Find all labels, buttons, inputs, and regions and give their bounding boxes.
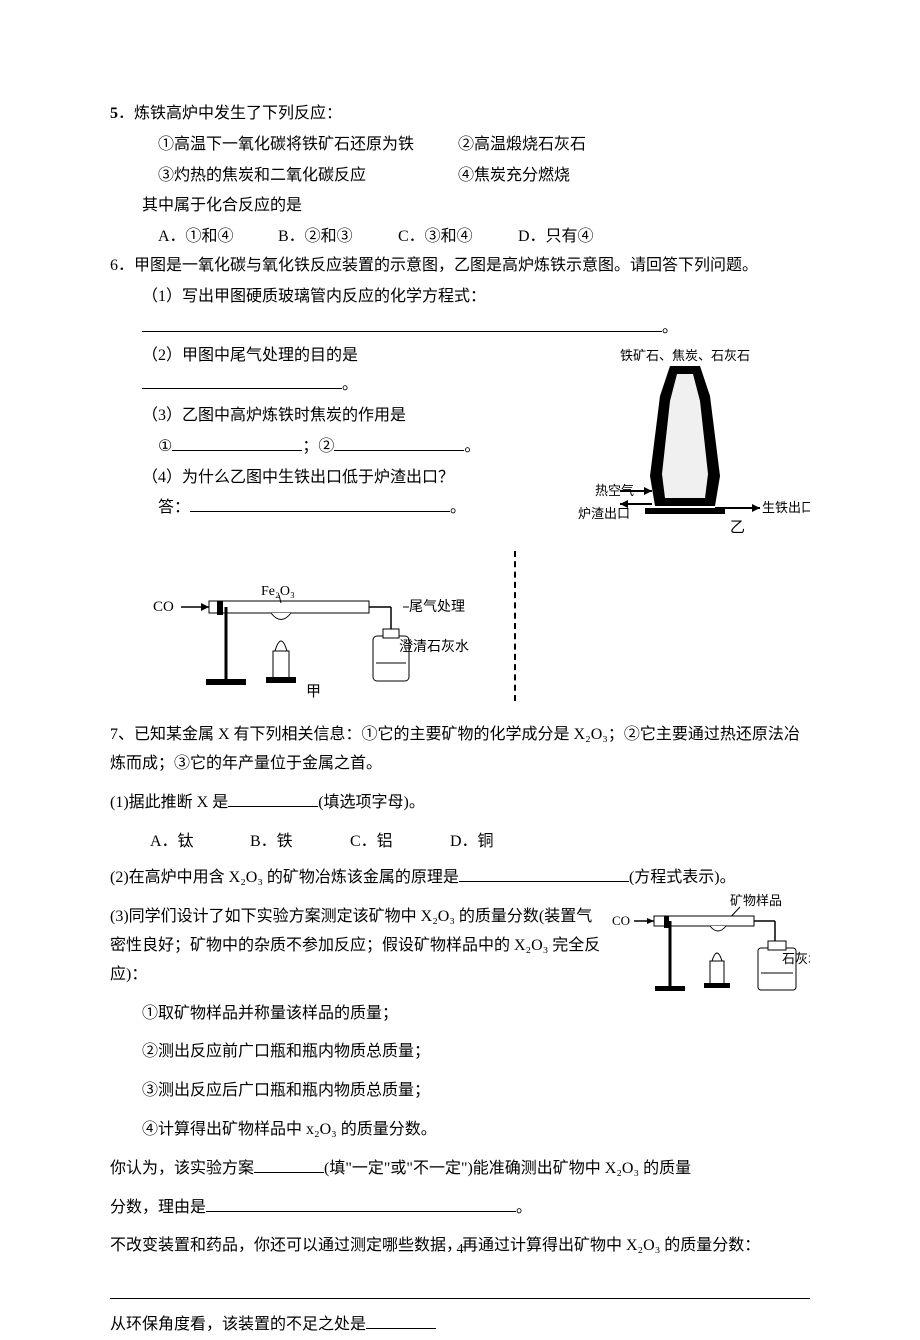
q6-stem: 6．甲图是一氧化碳与氧化铁反应装置的示意图，乙图是高炉炼铁示意图。请回答下列问题… [110, 252, 810, 281]
q5-optC: C．③和④ [398, 223, 518, 252]
blank [254, 1157, 324, 1173]
q5-row1: ①高温下一氧化碳将铁矿石还原为铁 ②高温煅烧石灰石 [110, 131, 810, 160]
q5-stem-line: 5．炼铁高炉中发生了下列反应： [110, 100, 810, 129]
q5-options: A．①和④ B．②和③ C．③和④ D．只有④ [110, 223, 810, 252]
page-number: 4 [457, 1237, 464, 1262]
q7fig-sample: 矿物样品 [730, 893, 782, 908]
figa-tail: 尾气处理 [409, 599, 465, 615]
q7-optD: D．铜 [450, 828, 550, 857]
q7-judge1: 你认为，该实验方案 (填"一定"或"不一定")能准确测出矿物中 X₂O₃ 的质量 [110, 1155, 810, 1184]
blank [190, 496, 450, 512]
q7-judge-a: 你认为，该实验方案 [110, 1160, 254, 1177]
blank [459, 866, 629, 882]
q7fig-lime: 石灰水 [782, 951, 810, 966]
q7-s2: (2)在高炉中用含 X₂O₃ 的矿物冶炼该金属的原理是 (方程式表示)。 [110, 864, 810, 893]
q7-judge2: 分数，理由是 。 [110, 1194, 810, 1223]
blank [366, 1313, 436, 1329]
q5-optB: B．②和③ [278, 223, 398, 252]
blank [228, 791, 318, 807]
q7-judge-c: 分数，理由是 [110, 1199, 206, 1216]
blank [334, 435, 464, 451]
figa-fe2o3: Fe₂O₃ [261, 584, 295, 599]
q7-step4: ④计算得出矿物样品中 x₂O₃ 的质量分数。 [110, 1116, 810, 1145]
q6-s1-blank-row: 。 [110, 314, 810, 343]
figa-co: CO [153, 599, 174, 615]
q6-s3c: ；② [302, 438, 334, 455]
blank [206, 1196, 516, 1212]
figa-caption: 甲 [306, 684, 321, 700]
blank [142, 373, 342, 389]
q7-options: A．钛 B．铁 C．铝 D．铜 [110, 828, 810, 857]
blank [172, 435, 302, 451]
q5-tail: 其中属于化合反应的是 [110, 192, 810, 221]
q7-optA: A．钛 [150, 828, 250, 857]
figa-lime: 澄清石灰水 [399, 639, 469, 655]
q6-s1: （1）写出甲图硬质玻璃管内反应的化学方程式： [110, 283, 810, 312]
q6-s4b: 答： [158, 499, 190, 516]
q5-item1: ①高温下一氧化碳将铁矿石还原为铁 [158, 131, 458, 160]
q5-item2: ②高温煅烧石灰石 [458, 131, 586, 160]
q5-optD: D．只有④ [518, 223, 678, 252]
q7fig-co: CO [612, 913, 630, 928]
q6-s2-end: 。 [342, 376, 358, 393]
question-6: 6．甲图是一氧化碳与氧化铁反应装置的示意图，乙图是高炉炼铁示意图。请回答下列问题… [110, 252, 810, 701]
q5-item3: ③灼热的焦炭和二氧化碳反应 [158, 162, 458, 191]
q7-s2b: (方程式表示)。 [629, 869, 736, 886]
q5-stem: ．炼铁高炉中发生了下列反应： [118, 105, 342, 122]
blank [142, 316, 662, 332]
q6-figure-b: 铁矿石、焦炭、石灰石 热空气 炉渣出口 生铁出口 乙 [560, 346, 810, 547]
q7-judge-b: (填"一定"或"不一定")能准确测出矿物中 X₂O₃ 的质量 [324, 1160, 691, 1177]
q7-judge-end: 。 [516, 1199, 532, 1216]
q7-stem-text: 、已知某金属 X 有下列相关信息：①它的主要矿物的化学成分是 X₂O₃；②它主要… [110, 726, 800, 772]
figure-divider [514, 551, 516, 701]
q7-optB: B．铁 [250, 828, 350, 857]
q6-s2-text: （2）甲图中尾气处理的目的是 [142, 347, 358, 364]
q5-number: 5 [110, 105, 118, 122]
q6-s3d: 。 [464, 438, 480, 455]
q6-number: 6 [110, 257, 118, 274]
q6-figure-a: CO Fe₂O₃ [151, 551, 471, 701]
figb-iron: 生铁出口 [762, 500, 810, 515]
figb-slag: 炉渣出口 [578, 506, 630, 521]
q7-alt-blank [110, 1277, 810, 1299]
q7-step2: ②测出反应前广口瓶和瓶内物质总质量； [110, 1038, 810, 1067]
q7-optC: C．铝 [350, 828, 450, 857]
figb-top-label: 铁矿石、焦炭、石灰石 [620, 348, 750, 363]
q7-number: 7 [110, 726, 118, 743]
q7-stem: 7、已知某金属 X 有下列相关信息：①它的主要矿物的化学成分是 X₂O₃；②它主… [110, 721, 810, 779]
q6-stem-text: ．甲图是一氧化碳与氧化铁反应装置的示意图，乙图是高炉炼铁示意图。请回答下列问题。 [118, 257, 758, 274]
q7-step3: ③测出反应后广口瓶和瓶内物质总质量； [110, 1077, 810, 1106]
q7-env: 从环保角度看，该装置的不足之处是 [110, 1311, 810, 1340]
figb-caption: 乙 [730, 520, 745, 536]
question-5: 5．炼铁高炉中发生了下列反应： ①高温下一氧化碳将铁矿石还原为铁 ②高温煅烧石灰… [110, 100, 810, 252]
q7-s1: (1)据此推断 X 是 (填选项字母)。 [110, 789, 810, 818]
q6-s4-end: 。 [450, 499, 466, 516]
q6-figures-row: CO Fe₂O₃ [110, 551, 810, 701]
q6-s3b: ① [158, 438, 172, 455]
q5-row2: ③灼热的焦炭和二氧化碳反应 ④焦炭充分燃烧 [110, 162, 810, 191]
q7-s1b: (填选项字母)。 [318, 794, 425, 811]
q7-s2a: (2)在高炉中用含 X₂O₃ 的矿物冶炼该金属的原理是 [110, 869, 459, 886]
q7-env-text: 从环保角度看，该装置的不足之处是 [110, 1316, 366, 1333]
q5-item4: ④焦炭充分燃烧 [458, 162, 570, 191]
figb-hotair: 热空气 [595, 483, 634, 498]
q7-s1a: (1)据此推断 X 是 [110, 794, 228, 811]
q7-figure: 矿物样品 CO 石灰水 [610, 893, 810, 1024]
q5-optA: A．①和④ [158, 223, 278, 252]
